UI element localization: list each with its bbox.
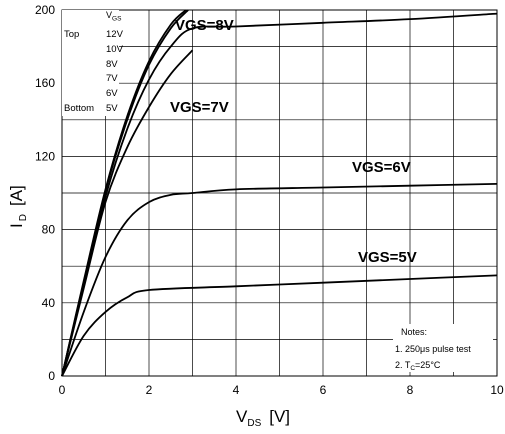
x-tick-label: 4 — [233, 383, 240, 397]
x-tick-label: 10 — [490, 383, 504, 397]
annotation-vgs-6v: VGS=6V — [352, 159, 411, 176]
annotation-vgs-7v: VGS=7V — [170, 99, 229, 116]
y-tick-label: 160 — [35, 76, 55, 90]
legend-bottom-label: Bottom — [64, 103, 94, 114]
legend-entry-5v: 5V — [106, 103, 118, 114]
legend-entry-7v: 7V — [106, 73, 118, 84]
y-tick-label: 200 — [35, 3, 55, 17]
y-tick-label: 0 — [48, 369, 55, 383]
series-line-vgs-8v — [61, 12, 498, 377]
annotation-vgs-8v: VGS=8V — [175, 17, 234, 34]
x-tick-label: 2 — [146, 383, 153, 397]
legend-top-label: Top — [64, 29, 79, 40]
notes-line-2: 2. TC=25°C — [395, 360, 441, 372]
legend-background — [62, 10, 119, 116]
legend: VGS Top Bottom 12V 10V 8V 7V 6V 5V — [64, 10, 124, 114]
y-tick-label: 120 — [35, 149, 55, 163]
tick-labels: 0 2 4 6 8 10 0 40 80 120 160 200 — [35, 3, 504, 397]
y-axis-label: ID[A] — [7, 185, 29, 228]
y-tick-label: 80 — [42, 223, 56, 237]
legend-header: VGS — [106, 10, 122, 23]
x-axis-label: VDS [V] — [236, 407, 290, 429]
x-tick-label: 0 — [59, 383, 66, 397]
notes: Notes: 1. 250μs pulse test 2. TC=25°C — [395, 327, 471, 372]
curves — [61, 9, 498, 377]
series-line-vgs-7v — [61, 49, 194, 377]
legend-entry-8v: 8V — [106, 59, 118, 70]
series-line-vgs-5v — [61, 274, 498, 377]
x-tick-label: 8 — [407, 383, 414, 397]
notes-line-1: 1. 250μs pulse test — [395, 344, 471, 354]
notes-box — [393, 324, 493, 372]
notes-title: Notes: — [401, 327, 427, 337]
grid — [62, 10, 497, 376]
legend-entry-6v: 6V — [106, 88, 118, 99]
legend-entry-10v: 10V — [106, 44, 124, 55]
annotation-vgs-5v: VGS=5V — [358, 249, 417, 266]
series-line-vgs-6v — [61, 182, 498, 377]
y-tick-label: 40 — [42, 296, 56, 310]
legend-entry-12v: 12V — [106, 29, 124, 40]
x-tick-label: 6 — [320, 383, 327, 397]
